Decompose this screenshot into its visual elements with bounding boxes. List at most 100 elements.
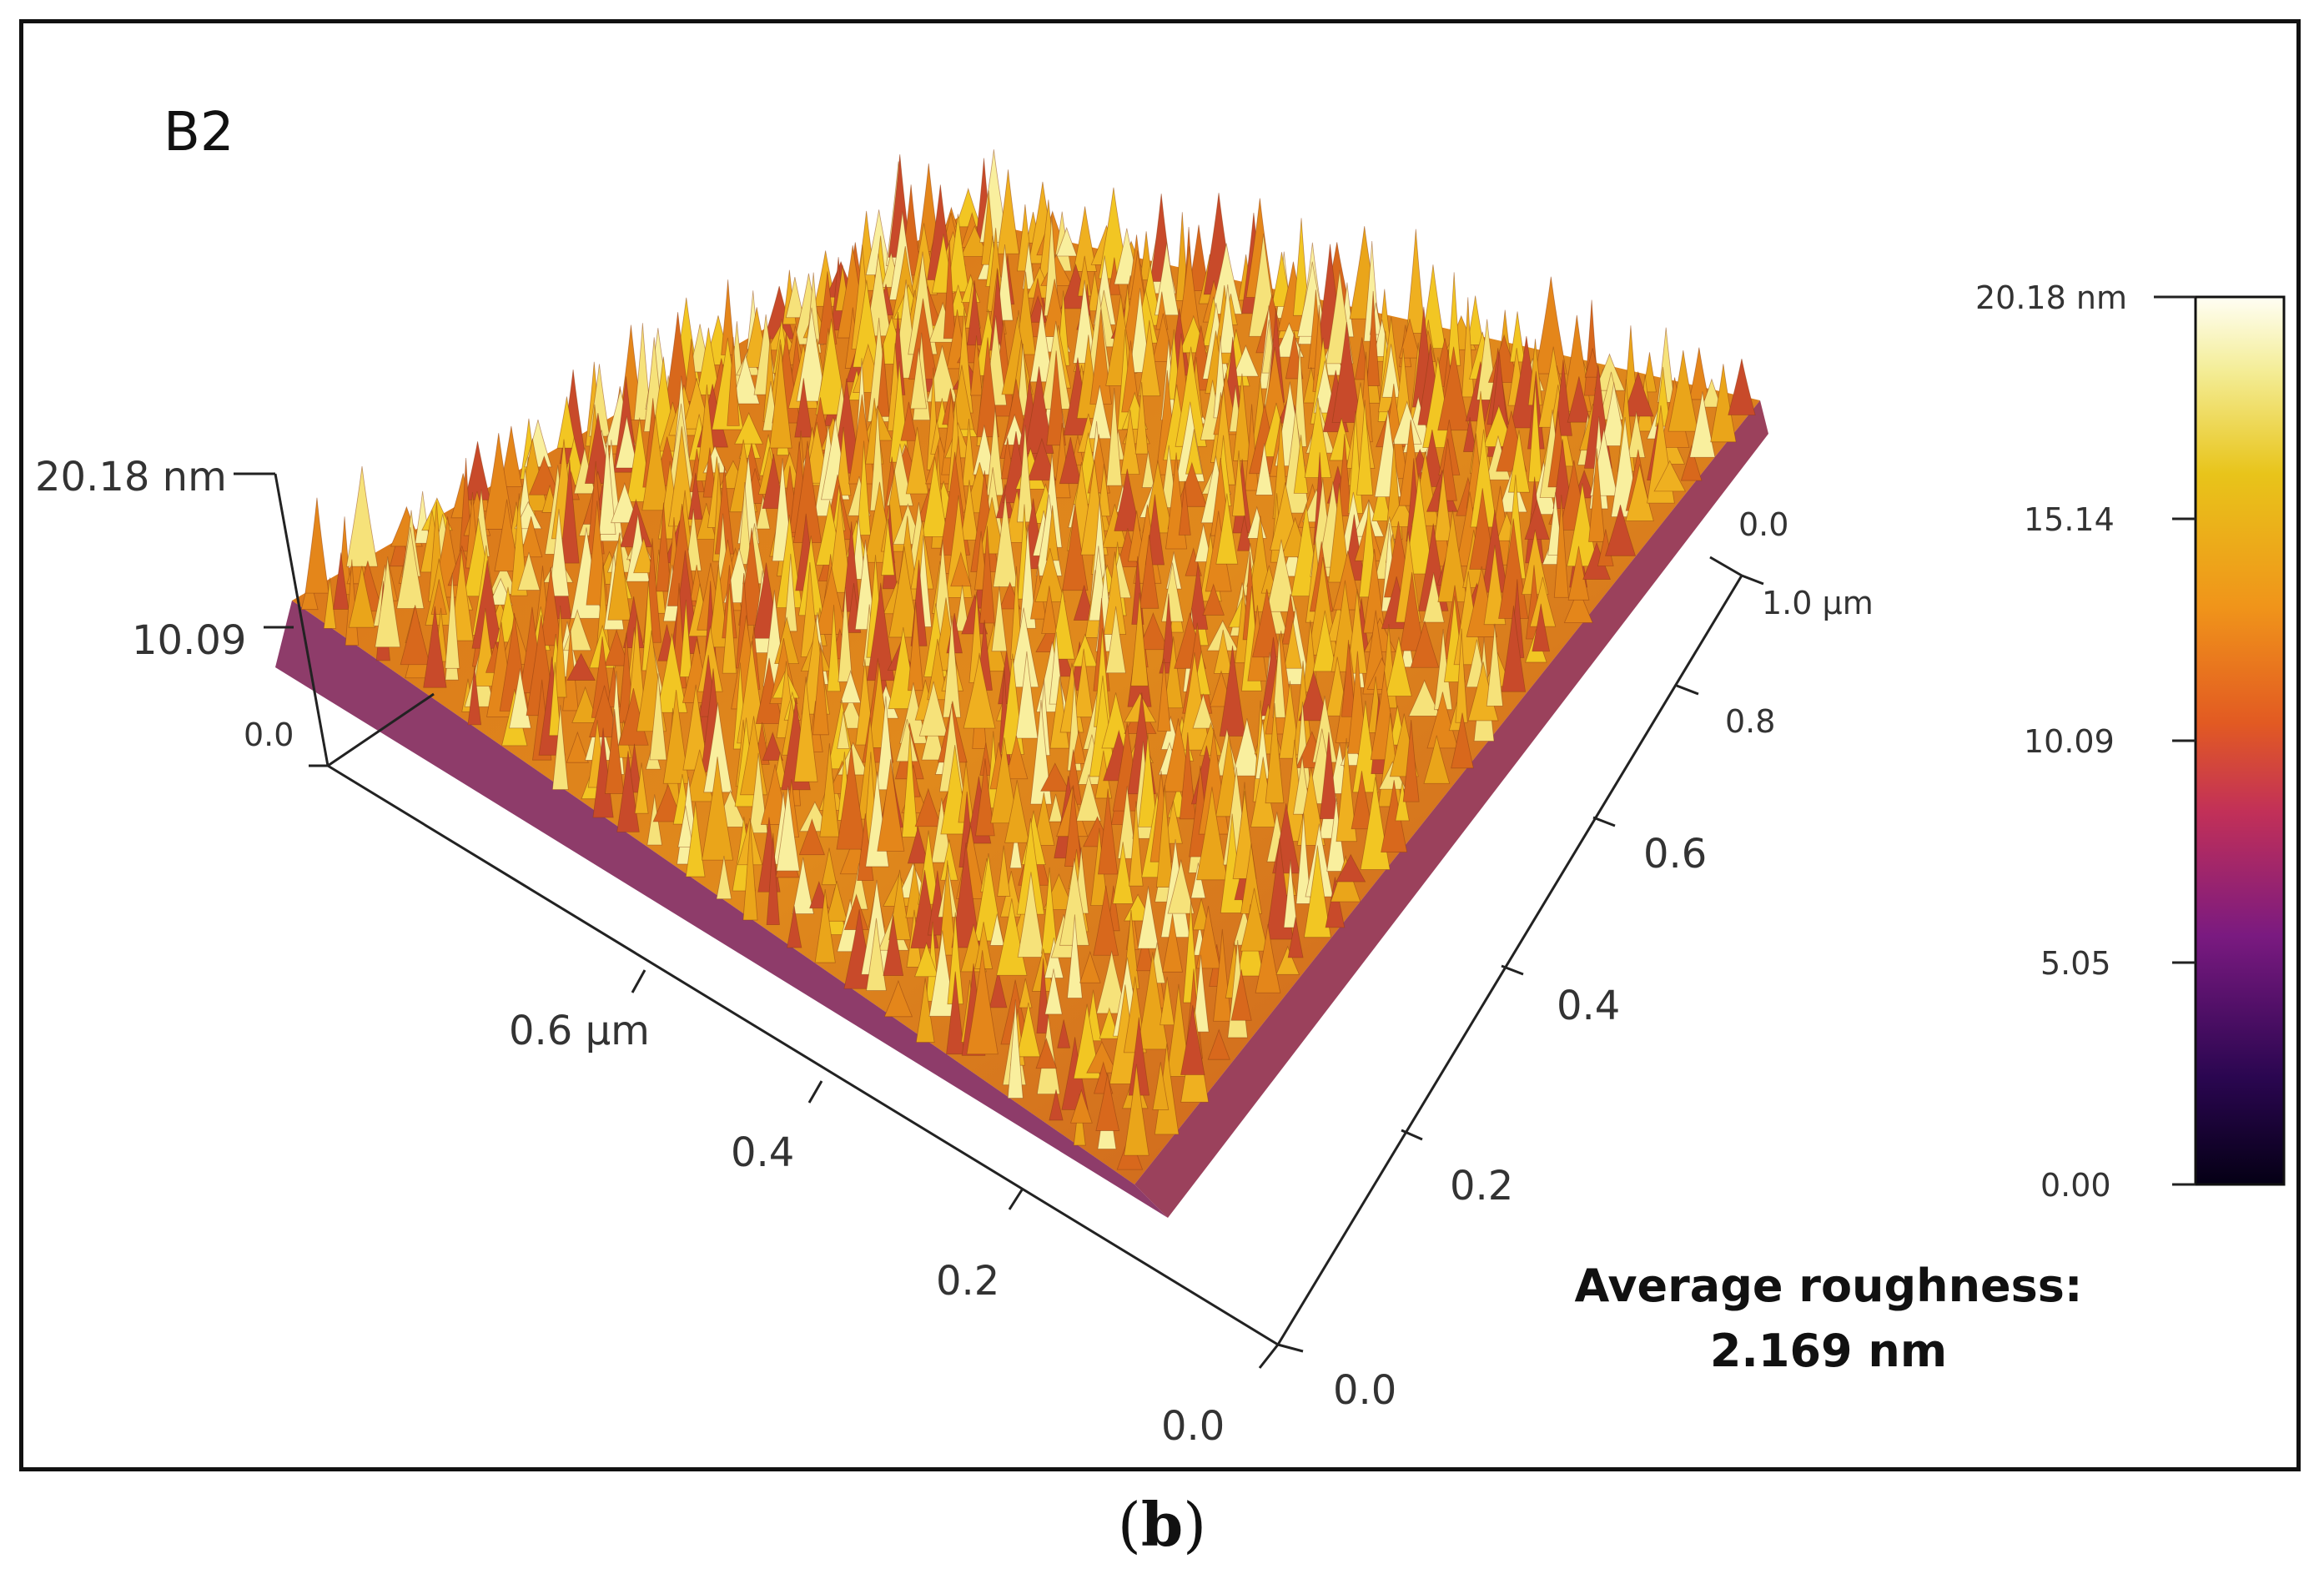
surface-peak [1402,720,1420,802]
y-tick-label: 0.6 [1643,831,1707,878]
surface-peak [1004,735,1029,780]
surface-peak [1593,353,1626,391]
surface-peak [1406,229,1426,334]
x-tick [631,969,646,993]
x-tick-label: 0.0 [1161,1403,1225,1450]
surface-peak [1202,583,1225,616]
surface-peak [1582,541,1612,580]
surface-peak [918,681,948,737]
surface-peak [769,344,792,449]
colorbar-tick-label: 20.18 nm [1975,279,2127,316]
surface-peak [1240,888,1269,952]
surface-peak [1351,771,1373,830]
surface-peak [649,673,667,761]
surface-peak [1232,344,1260,377]
surface-peak [1017,425,1034,523]
surface-peak [1015,651,1039,739]
surface-peak [1283,620,1302,669]
surface-peak [1381,780,1408,852]
surface-peak [400,605,430,666]
y-tick [1709,556,1743,577]
x-axis-line [327,764,1279,1346]
surface-peak [1185,429,1203,475]
caption-open: ( [1117,1490,1141,1560]
surface-peak [656,502,672,592]
surface-peak [840,669,862,704]
surface-peak [1106,388,1123,486]
surface-peak [1159,977,1175,1026]
surface-peak [1210,243,1243,314]
surface-peak [997,845,1011,897]
surface-peak [1134,382,1149,455]
surface-peak [430,579,447,615]
surface-peak [714,465,735,555]
surface-peak [947,912,964,1005]
surface-peak [1071,730,1086,764]
surface-peak [1218,284,1237,354]
surface-peak [697,626,723,692]
surface-peak [1627,411,1646,458]
surface-peak [737,481,752,565]
surface-peak [1275,945,1300,975]
surface-peak [883,979,913,1018]
surface-peak [445,572,460,669]
x-tick [807,1080,823,1104]
surface-peak [375,556,401,648]
surface-peak [812,642,829,736]
surface-peak [553,605,567,698]
z-tick-label: 0.0 [244,717,294,753]
surface-peak [1250,757,1276,827]
surface-peak [696,503,717,540]
caption-letter: b [1140,1489,1184,1560]
surface-peak [1035,1037,1058,1069]
surface-peak [756,495,771,530]
caption-close: ) [1183,1490,1207,1560]
surface-peak [1381,344,1401,398]
surface-peak [1152,1062,1170,1110]
colorbar-tick-label: 5.05 [2040,945,2111,982]
surface-peak [815,566,848,635]
surface-peak [548,509,570,597]
surface-peak [656,633,688,713]
surface-peak [962,419,976,486]
surface-peak [539,566,562,646]
surface-peak [902,732,918,837]
surface-peak [973,853,1004,942]
y-tick-label: 1.0 µm [1762,585,1874,621]
surface-peak [562,629,579,712]
surface-peak [1112,842,1134,904]
surface-peak [1326,797,1346,872]
surface-peak [1141,450,1155,488]
surface-peak [1017,872,1045,958]
surface-peak [1336,853,1366,883]
surface-peak [1466,295,1484,345]
surface-peak [776,786,800,872]
surface-peak [1073,206,1098,272]
surface-peak [703,702,732,793]
surface-peak [1230,969,1252,1021]
surface-peak [1213,629,1233,674]
surface-peak [1451,712,1474,769]
surface-peak [464,441,491,500]
surface-peak [914,942,939,978]
surface-peak [1130,592,1149,686]
surface-peak [881,518,895,576]
surface-peak [1529,576,1557,627]
panel-label: B2 [163,102,234,163]
surface-peak [1426,691,1459,749]
surface-peak [827,605,841,692]
surface-peak [1057,1019,1071,1048]
surface-peak [1395,781,1410,822]
y-tick [1401,1129,1423,1141]
surface-peak [634,762,649,814]
surface-peak [950,551,972,587]
surface-peak [548,661,561,737]
surface-peak [963,654,996,729]
y-tick-label: 0.0 [1738,506,1788,543]
surface-peak [837,711,850,749]
surface-peak [867,582,895,681]
colorbar [2154,295,2286,1186]
surface-peak [1332,551,1363,611]
surface-peak [825,881,848,922]
surface-peak [323,577,337,629]
